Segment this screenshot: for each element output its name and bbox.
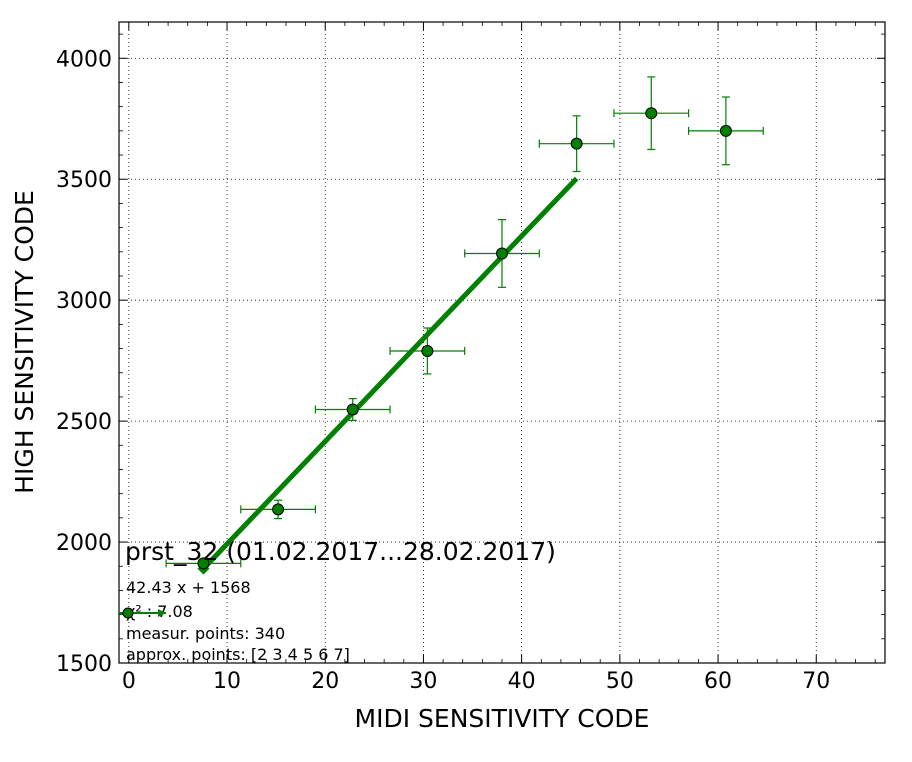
y-tick-labels: 1500 2000 2500 3000 3500 4000 [56, 47, 112, 677]
y-tick-label: 2000 [56, 531, 112, 556]
legend-arrow-icon [158, 609, 166, 617]
data-point [272, 503, 285, 516]
annotation-equation: 42.43 x + 1568 [126, 578, 251, 597]
data-point [421, 344, 434, 357]
legend-marker-icon [122, 607, 134, 619]
x-tick-label: 20 [311, 669, 339, 694]
y-tick-label: 2500 [56, 410, 112, 435]
data-point [197, 557, 210, 570]
legend [119, 607, 166, 619]
y-tick-label: 3500 [56, 168, 112, 193]
x-tick-label: 50 [606, 669, 634, 694]
axis-ticks [119, 22, 885, 664]
annotation-title: prst_32 (01.02.2017...28.02.2017) [125, 537, 556, 566]
y-tick-label: 1500 [56, 652, 112, 677]
fit-line [201, 176, 579, 571]
data-points [197, 107, 732, 570]
annotation-measured-points: measur. points: 340 [126, 624, 285, 643]
x-tick-label: 70 [802, 669, 830, 694]
x-axis-title: MIDI SENSITIVITY CODE [355, 704, 650, 733]
y-tick-label: 4000 [56, 47, 112, 72]
x-tick-label: 40 [508, 669, 536, 694]
data-point [570, 137, 583, 150]
data-point [496, 247, 508, 260]
annotation-approx-points: approx. points: [2 3 4 5 6 7] [126, 645, 350, 664]
data-point [645, 107, 658, 120]
y-tick-label: 3000 [56, 289, 112, 314]
x-tick-labels: 0 10 20 30 40 50 60 70 [122, 669, 830, 694]
grid-lines [119, 22, 885, 664]
data-point [346, 403, 359, 416]
x-tick-label: 0 [122, 669, 136, 694]
x-tick-label: 30 [409, 669, 437, 694]
plot-frame [118, 21, 886, 664]
data-point [719, 124, 732, 137]
y-axis-title: HIGH SENSITIVITY CODE [10, 190, 39, 494]
x-tick-label: 60 [704, 669, 732, 694]
x-tick-label: 10 [213, 669, 241, 694]
